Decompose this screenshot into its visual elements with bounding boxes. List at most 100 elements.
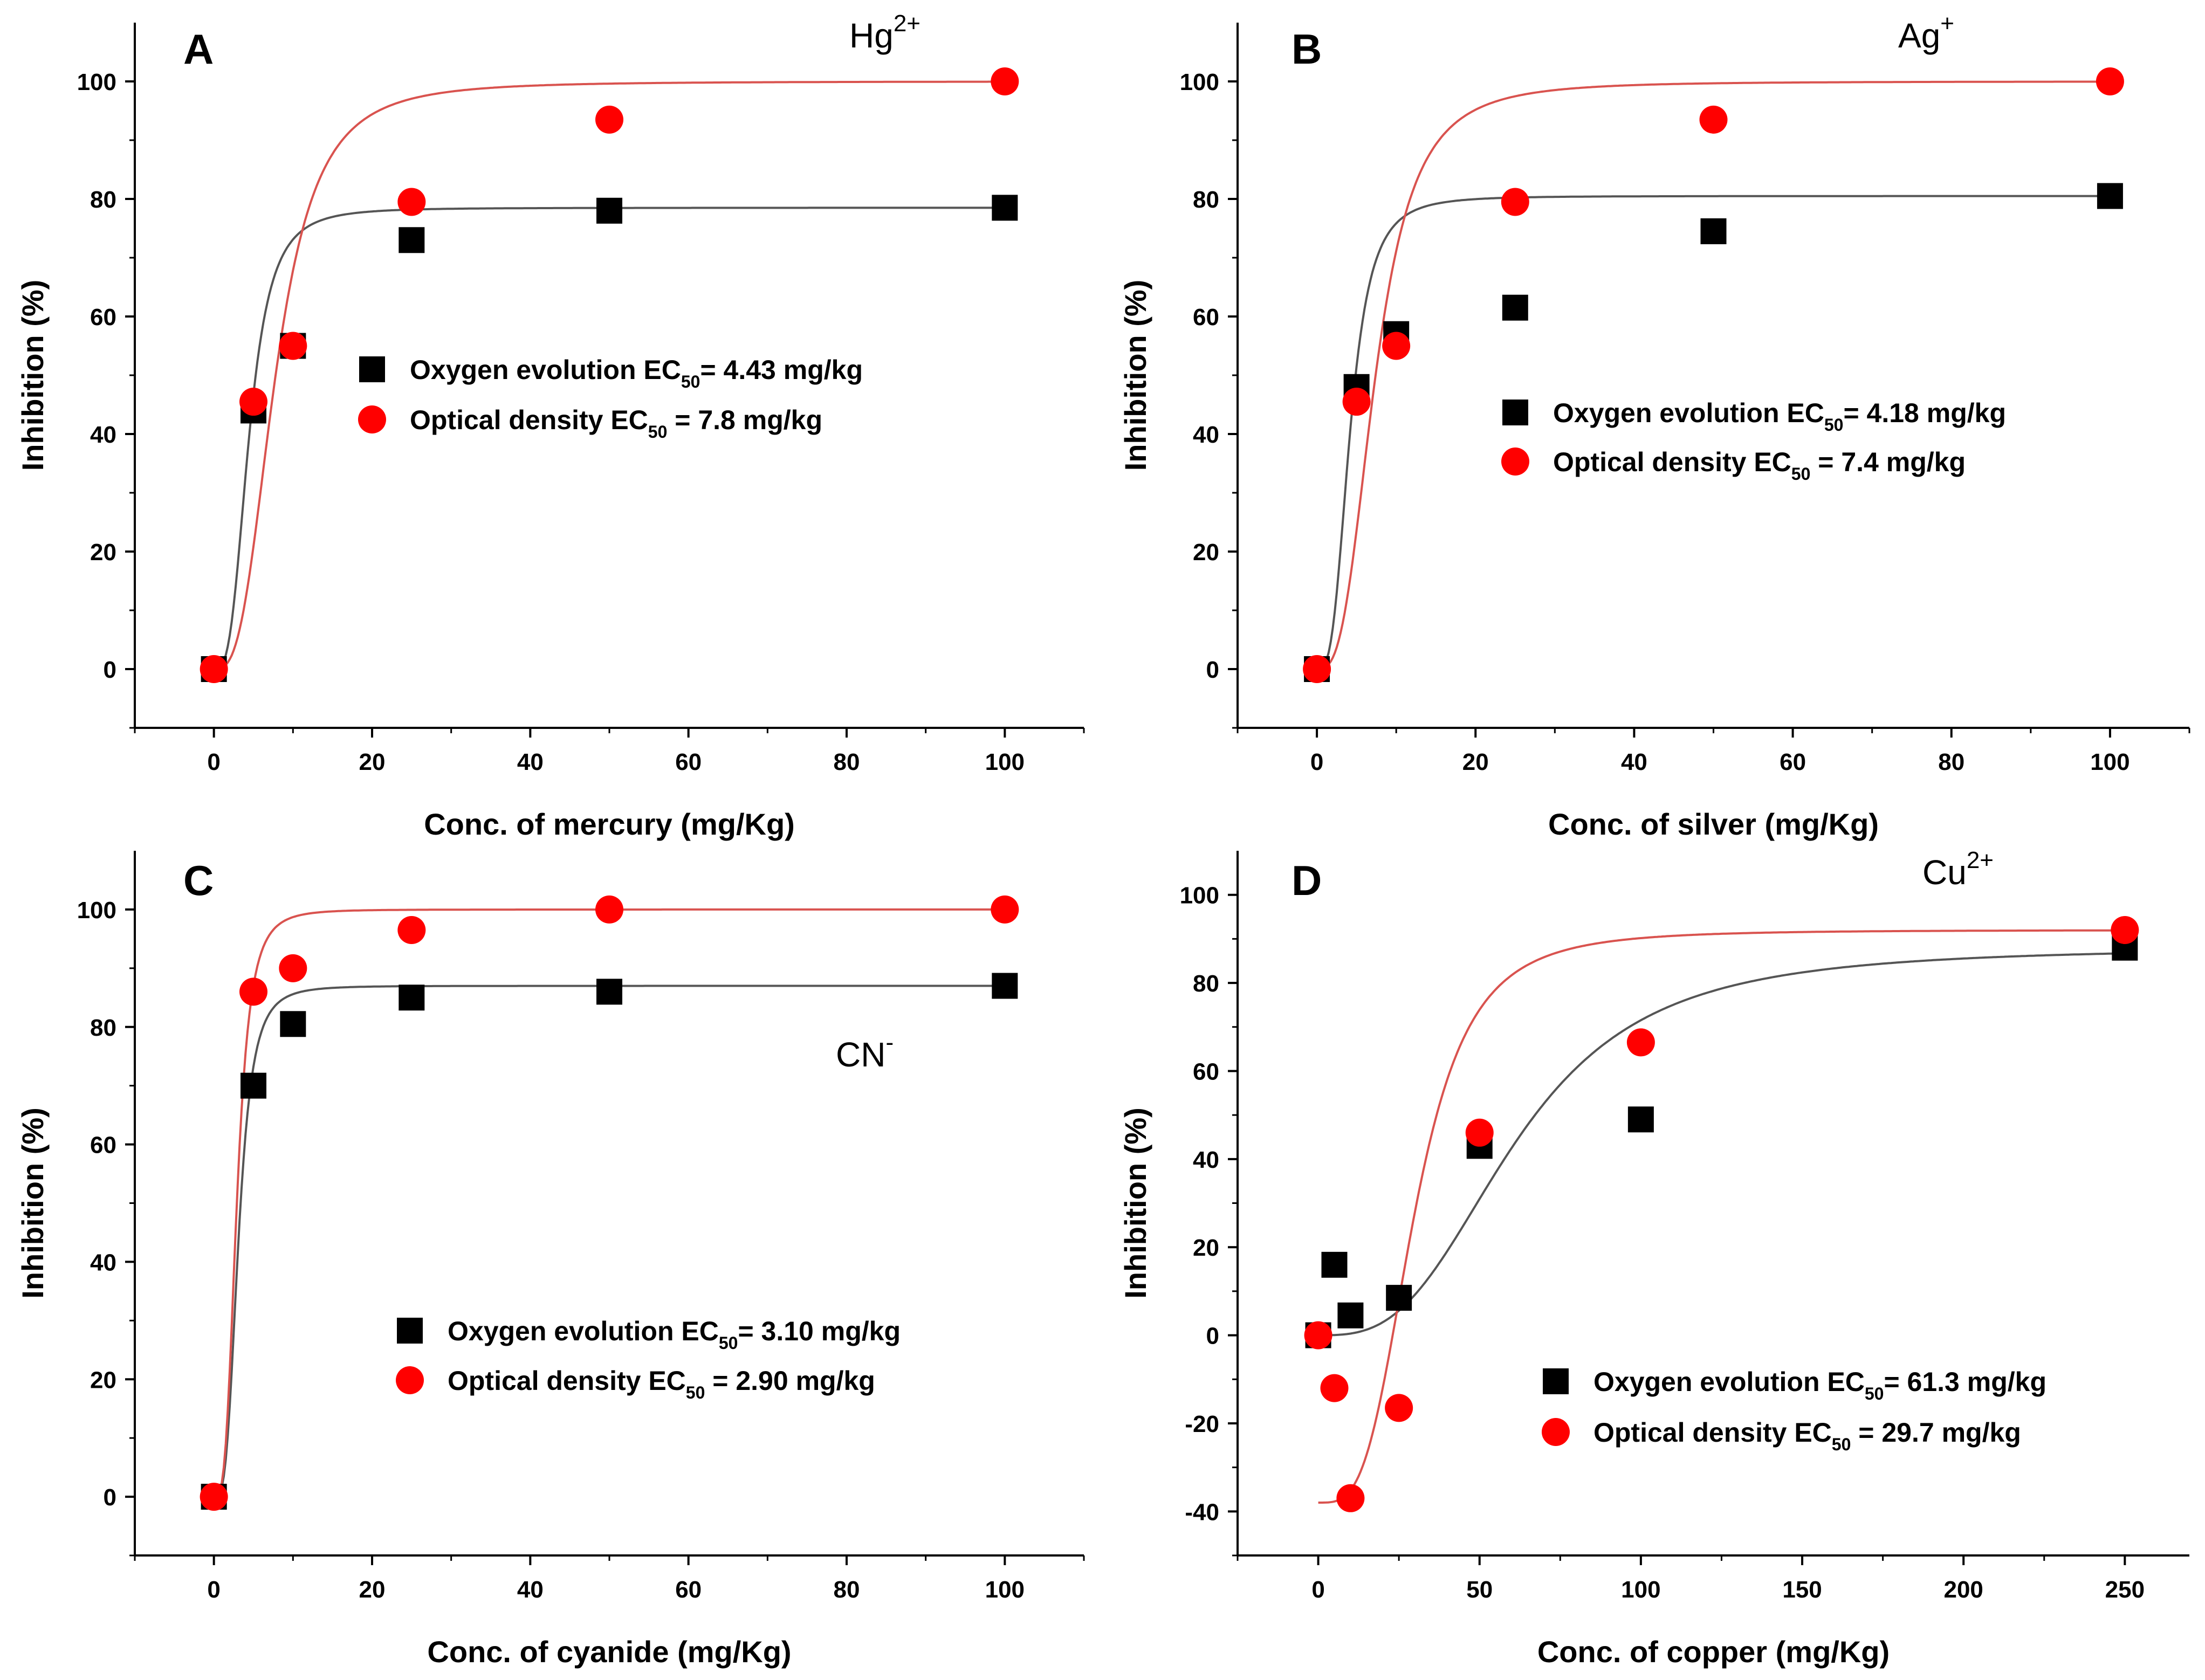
data-point-optical-density [1626,1028,1655,1057]
y-tick-label: 0 [104,1484,116,1511]
legend-label: Optical density EC50 = 7.8 mg/kg [410,405,822,442]
legend-marker-square [397,1318,423,1344]
data-point-oxygen-evolution [992,973,1018,999]
y-tick-label: 20 [1193,1235,1219,1261]
x-tick-label: 60 [675,1576,702,1603]
legend-value: = 7.8 mg/kg [667,405,822,435]
data-point-optical-density [2111,916,2139,945]
ion-label: Ag+ [1898,10,1954,55]
legend-value: = 61.3 mg/kg [1884,1367,2046,1397]
data-point-optical-density [595,105,623,134]
data-point-optical-density [1385,1394,1413,1422]
x-tick-label: 80 [834,1576,860,1603]
panel-letter: C [183,857,214,904]
panel-letter: B [1292,25,1322,73]
y-axis-title: Inhibition (%) [16,1107,50,1299]
legend-label: Oxygen evolution EC50= 3.10 mg/kg [448,1316,901,1353]
y-tick-label: -20 [1185,1411,1219,1437]
x-tick-label: 20 [1462,749,1489,775]
y-tick-label: 20 [1193,539,1219,566]
y-tick-label: 80 [90,1015,116,1041]
chart-panel-c: 0 20 40 60 80 100 0 20 40 60 80 100 Conc. of cyanide… [16,851,1085,1669]
fit-curve-optical-density [1317,80,2110,670]
legend-value: = 2.90 mg/kg [705,1366,875,1396]
data-point-oxygen-evolution [1386,1285,1412,1311]
panel-letter: A [183,25,214,73]
legend-subscript: 50 [1865,1384,1884,1403]
legend-label: Optical density EC50 = 29.7 mg/kg [1593,1417,2021,1454]
legend-value: = 7.4 mg/kg [1810,447,1966,477]
ion-superscript: - [885,1029,894,1056]
x-tick-label: 40 [517,749,544,775]
data-point-optical-density [1342,388,1371,416]
y-tick-label: 80 [90,187,116,213]
y-axis-title: Inhibition (%) [1118,280,1152,471]
legend-value: = 4.18 mg/kg [1843,398,2006,428]
data-point-optical-density [1303,655,1331,683]
data-point-optical-density [1336,1484,1365,1512]
legend-subscript: 50 [1824,415,1844,435]
legend-subscript: 50 [719,1333,738,1353]
y-tick-label: 100 [77,69,116,95]
y-tick-label: 100 [77,897,116,924]
data-point-optical-density [1699,105,1728,134]
x-tick-label: 80 [834,749,860,775]
x-tick-label: 150 [1782,1576,1822,1603]
x-tick-label: 60 [1780,749,1806,775]
y-tick-label: 40 [1193,1147,1219,1173]
ion-superscript: + [1940,10,1954,37]
legend-marker-circle [1542,1418,1570,1446]
legend-subscript: 50 [681,372,700,391]
ion-label: CN- [836,1029,894,1074]
data-point-optical-density [397,916,426,945]
x-tick-label: 0 [1311,1576,1324,1603]
data-point-oxygen-evolution [1321,1251,1348,1278]
legend-value: = 29.7 mg/kg [1851,1417,2021,1448]
ion-label: Cu2+ [1922,847,1994,892]
data-point-optical-density [239,977,267,1006]
x-tick-label: 200 [1943,1576,1983,1603]
legend-label: Oxygen evolution EC50= 4.43 mg/kg [410,355,863,391]
data-point-oxygen-evolution [596,979,622,1005]
x-tick-label: 100 [2090,749,2130,775]
y-tick-label: 40 [1193,422,1219,448]
y-tick-label: 60 [90,304,116,331]
data-point-oxygen-evolution [1502,294,1528,321]
data-point-optical-density [279,332,307,360]
data-point-optical-density [1501,188,1529,216]
legend-subscript: 50 [686,1383,705,1402]
y-tick-label: 100 [1180,883,1219,909]
legend-label: Optical density EC50 = 2.90 mg/kg [448,1366,875,1402]
y-tick-label: 60 [90,1132,116,1159]
y-tick-label: 60 [1193,304,1219,331]
data-point-optical-density [239,388,267,416]
x-tick-label: 50 [1466,1576,1493,1603]
data-point-oxygen-evolution [399,227,425,253]
legend-subscript: 50 [648,422,668,442]
x-tick-label: 0 [207,749,220,775]
y-tick-label: 80 [1193,187,1219,213]
y-tick-label: 80 [1193,970,1219,997]
ion-label: Hg2+ [849,10,921,55]
data-point-optical-density [991,895,1019,924]
legend-marker-square [359,356,385,382]
legend-label: Oxygen evolution EC50= 4.18 mg/kg [1553,398,2006,435]
data-point-optical-density [200,655,228,683]
legend-subscript: 50 [1832,1435,1851,1454]
ion-superscript: 2+ [1967,847,1994,873]
y-axis-title: Inhibition (%) [1118,1107,1152,1299]
y-tick-label: 20 [90,1367,116,1393]
y-tick-label: -40 [1185,1499,1219,1525]
legend-label: Optical density EC50 = 7.4 mg/kg [1553,447,1966,484]
y-tick-label: 0 [1206,657,1219,683]
x-tick-label: 100 [985,749,1025,775]
fit-curve-oxygen-evolution [1317,195,2110,670]
y-tick-label: 0 [104,657,116,683]
data-point-oxygen-evolution [1337,1302,1364,1328]
data-point-optical-density [200,1483,228,1511]
legend-marker-square [1502,400,1528,425]
data-point-optical-density [1465,1118,1494,1147]
y-tick-label: 20 [90,539,116,566]
data-point-oxygen-evolution [992,195,1018,221]
